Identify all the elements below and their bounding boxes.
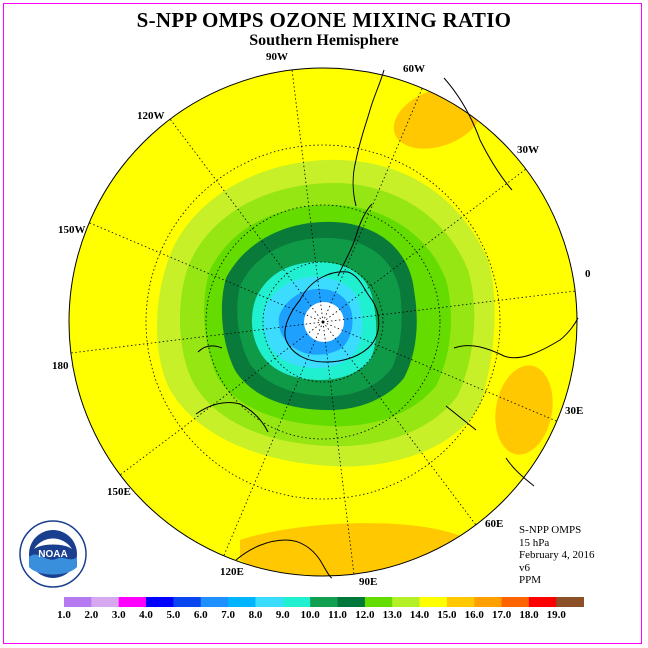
colorbar-tick-label: 19.0 xyxy=(546,609,566,621)
logo-wave xyxy=(29,554,77,575)
colorbar-swatch xyxy=(419,597,448,607)
colorbar-tick-label: 14.0 xyxy=(409,609,430,621)
colorbar-tick-label: 6.0 xyxy=(193,609,208,621)
new-zealand-coast xyxy=(197,345,223,353)
colorbar-swatch xyxy=(146,597,174,607)
antarctica-coast xyxy=(284,271,380,363)
colorbar-tick-label: 7.0 xyxy=(221,609,235,621)
colorbar-swatch xyxy=(364,597,393,607)
orange-region xyxy=(240,523,472,576)
africa-coast xyxy=(453,317,579,359)
colorbar-tick-label: 1.0 xyxy=(57,609,71,621)
colorbar-swatch xyxy=(528,597,557,607)
latitude-circle xyxy=(262,261,384,383)
colorbar-swatch xyxy=(556,597,584,607)
latitude-circle xyxy=(145,144,501,500)
colorbar-tick-label: 16.0 xyxy=(464,609,484,621)
south-america-coast xyxy=(352,69,385,207)
australia-coast xyxy=(235,539,333,579)
lon-label: 0 xyxy=(585,268,591,280)
coastlines xyxy=(195,69,579,579)
colorbar-tick-label: 3.0 xyxy=(111,609,126,621)
madagascar-coast xyxy=(505,457,535,487)
colorbar-swatch xyxy=(282,597,311,607)
version-text: v6 xyxy=(519,561,530,574)
colorbar-tick-label: 12.0 xyxy=(355,609,375,621)
graticule xyxy=(70,69,576,575)
antarctic-peninsula xyxy=(337,203,373,277)
map-title: S-NPP OMPS OZONE MIXING RATIO xyxy=(136,8,512,32)
colorbar-swatch xyxy=(91,597,120,607)
colorbar-tick-label: 8.0 xyxy=(248,609,263,621)
colorbar-tick-label: 2.0 xyxy=(84,609,99,621)
noaa-logo: NOAA xyxy=(19,520,87,588)
colorbar-swatch xyxy=(228,597,256,607)
lon-label: 120W xyxy=(137,110,165,122)
lon-label: 30E xyxy=(565,405,584,417)
units-text: PPM xyxy=(519,574,542,586)
lon-label: 30W xyxy=(517,144,539,156)
colorbar-swatch xyxy=(255,597,284,607)
latitude-circle xyxy=(205,204,441,440)
orange-region xyxy=(495,365,553,455)
colorbar-swatch xyxy=(118,597,147,607)
colorbar-swatch xyxy=(64,597,92,607)
colorbar-tick-label: 13.0 xyxy=(382,609,402,621)
colorbar-swatch xyxy=(474,597,503,607)
lon-label: 60E xyxy=(485,518,504,530)
colorbar-tick-label: 10.0 xyxy=(300,609,320,621)
colorbar-tick-label: 11.0 xyxy=(328,609,347,621)
lon-label: 60W xyxy=(403,63,425,75)
lon-label: 90W xyxy=(266,51,288,63)
colorbar-tick-label: 9.0 xyxy=(275,609,290,621)
colorbar-swatch xyxy=(173,597,202,607)
figure-frame xyxy=(3,3,642,644)
lon-label: 150W xyxy=(58,224,86,236)
map-boundary xyxy=(68,67,578,577)
lon-label: 90E xyxy=(359,576,378,588)
colorbar-tick-label: 15.0 xyxy=(437,609,457,621)
lon-label: 120E xyxy=(220,566,244,578)
colorbar-swatch xyxy=(392,597,421,607)
colorbar-tick-label: 5.0 xyxy=(166,609,181,621)
colorbar-swatch xyxy=(337,597,366,607)
africa-south-coast xyxy=(445,405,477,431)
info-block: S-NPP OMPS 15 hPa February 4, 2016 v6 PP… xyxy=(519,524,594,587)
logo-bird-icon xyxy=(34,538,72,549)
south-america-east-coast xyxy=(443,77,513,191)
colorbar-tick-label: 17.0 xyxy=(491,609,512,621)
lon-label: 150E xyxy=(107,486,131,498)
colorbar-swatch xyxy=(200,597,229,607)
logo-text: NOAA xyxy=(38,549,67,560)
colorbar-swatch xyxy=(446,597,475,607)
lon-label: 180 xyxy=(52,360,69,372)
instrument-text: S-NPP OMPS xyxy=(519,524,582,536)
colorbar-swatch xyxy=(501,597,530,607)
date-text: February 4, 2016 xyxy=(519,549,595,561)
map-subtitle: Southern Hemisphere xyxy=(249,32,399,49)
colorbar xyxy=(64,597,584,607)
colorbar-swatch xyxy=(310,597,338,607)
pressure-level-text: 15 hPa xyxy=(519,536,550,549)
colorbar-tick-label: 4.0 xyxy=(139,609,153,621)
colorbar-tick-label: 18.0 xyxy=(519,609,539,621)
